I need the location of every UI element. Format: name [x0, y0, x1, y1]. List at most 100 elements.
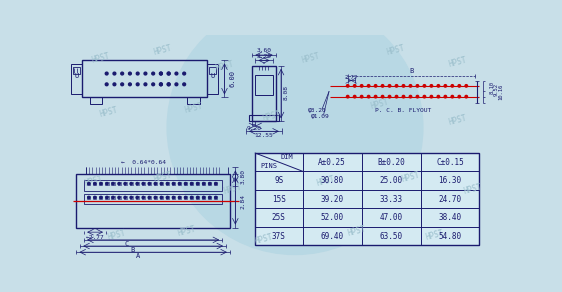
Bar — [252, 66, 275, 121]
Text: 37S: 37S — [272, 232, 285, 241]
Text: 9.20: 9.20 — [246, 126, 261, 131]
Bar — [87, 196, 90, 199]
Circle shape — [184, 182, 187, 185]
Text: B±0.20: B±0.20 — [377, 158, 405, 167]
Text: U: U — [211, 73, 215, 79]
Text: 2.77: 2.77 — [345, 75, 357, 80]
Circle shape — [136, 196, 138, 199]
Text: 47.00: 47.00 — [379, 213, 402, 222]
Text: HPST: HPST — [401, 171, 422, 184]
Circle shape — [142, 182, 144, 185]
Bar — [154, 196, 157, 199]
Text: 9.52: 9.52 — [494, 83, 499, 96]
Circle shape — [209, 196, 211, 199]
Text: DIM: DIM — [281, 154, 293, 161]
Text: 39.20: 39.20 — [321, 194, 344, 204]
Circle shape — [129, 83, 132, 86]
Circle shape — [368, 95, 370, 98]
Circle shape — [118, 196, 120, 199]
Text: C: C — [125, 241, 129, 247]
Circle shape — [166, 196, 169, 199]
Circle shape — [154, 182, 156, 185]
Circle shape — [148, 196, 151, 199]
Bar — [187, 98, 200, 104]
Text: HPST: HPST — [99, 105, 119, 119]
Circle shape — [458, 95, 460, 98]
Bar — [209, 67, 216, 74]
Text: HPST: HPST — [448, 55, 468, 69]
Text: HPST: HPST — [370, 98, 391, 111]
Bar — [208, 182, 211, 185]
Circle shape — [121, 72, 124, 75]
Bar — [99, 196, 102, 199]
Circle shape — [167, 72, 170, 75]
Circle shape — [197, 196, 199, 199]
Bar — [71, 64, 82, 94]
Circle shape — [416, 85, 419, 87]
Text: 2.84: 2.84 — [241, 194, 246, 209]
Bar — [84, 180, 222, 191]
Circle shape — [142, 196, 144, 199]
Circle shape — [88, 182, 90, 185]
Circle shape — [167, 72, 170, 75]
Circle shape — [167, 83, 170, 86]
Circle shape — [100, 182, 102, 185]
Bar — [250, 115, 279, 121]
Circle shape — [160, 182, 162, 185]
Text: 3.60: 3.60 — [256, 48, 271, 53]
Text: 9S: 9S — [274, 176, 283, 185]
Circle shape — [202, 182, 205, 185]
Text: B: B — [409, 68, 414, 74]
Circle shape — [430, 85, 433, 87]
Bar — [117, 196, 121, 199]
Text: 33.33: 33.33 — [379, 194, 402, 204]
Circle shape — [215, 182, 217, 185]
Text: 12.55: 12.55 — [254, 133, 273, 138]
Bar — [87, 182, 90, 185]
Circle shape — [173, 196, 175, 199]
Circle shape — [346, 95, 349, 98]
Bar — [160, 196, 163, 199]
Circle shape — [175, 72, 178, 75]
Circle shape — [197, 182, 199, 185]
Text: HPST: HPST — [153, 44, 173, 57]
Circle shape — [105, 72, 108, 75]
Text: HPST: HPST — [176, 225, 197, 238]
Bar — [202, 182, 205, 185]
Circle shape — [105, 83, 108, 86]
Circle shape — [346, 85, 349, 87]
Bar — [172, 182, 175, 185]
Text: A±0.25: A±0.25 — [318, 158, 346, 167]
Circle shape — [130, 182, 132, 185]
Text: HPST: HPST — [262, 109, 282, 123]
Circle shape — [88, 196, 90, 199]
Circle shape — [152, 72, 155, 75]
Circle shape — [465, 95, 468, 98]
Circle shape — [136, 83, 139, 86]
Circle shape — [160, 196, 162, 199]
Circle shape — [124, 182, 126, 185]
Circle shape — [388, 95, 391, 98]
Circle shape — [173, 182, 175, 185]
Bar — [160, 182, 163, 185]
Circle shape — [160, 83, 162, 86]
Circle shape — [395, 95, 398, 98]
Bar — [124, 196, 126, 199]
Bar — [135, 182, 139, 185]
Circle shape — [451, 95, 454, 98]
Text: ←2.77: ←2.77 — [85, 235, 105, 240]
Bar — [93, 182, 97, 185]
Circle shape — [113, 83, 116, 86]
Text: P. C. B. FLYOUT: P. C. B. FLYOUT — [375, 108, 432, 113]
Circle shape — [215, 196, 217, 199]
Circle shape — [202, 196, 205, 199]
Bar — [190, 182, 193, 185]
Bar — [148, 182, 151, 185]
Circle shape — [160, 72, 162, 75]
Text: B: B — [130, 247, 134, 253]
Circle shape — [374, 85, 377, 87]
Text: 54.80: 54.80 — [438, 232, 461, 241]
Text: φ3.20: φ3.20 — [307, 108, 326, 113]
Circle shape — [191, 196, 193, 199]
Text: 24.70: 24.70 — [438, 194, 461, 204]
